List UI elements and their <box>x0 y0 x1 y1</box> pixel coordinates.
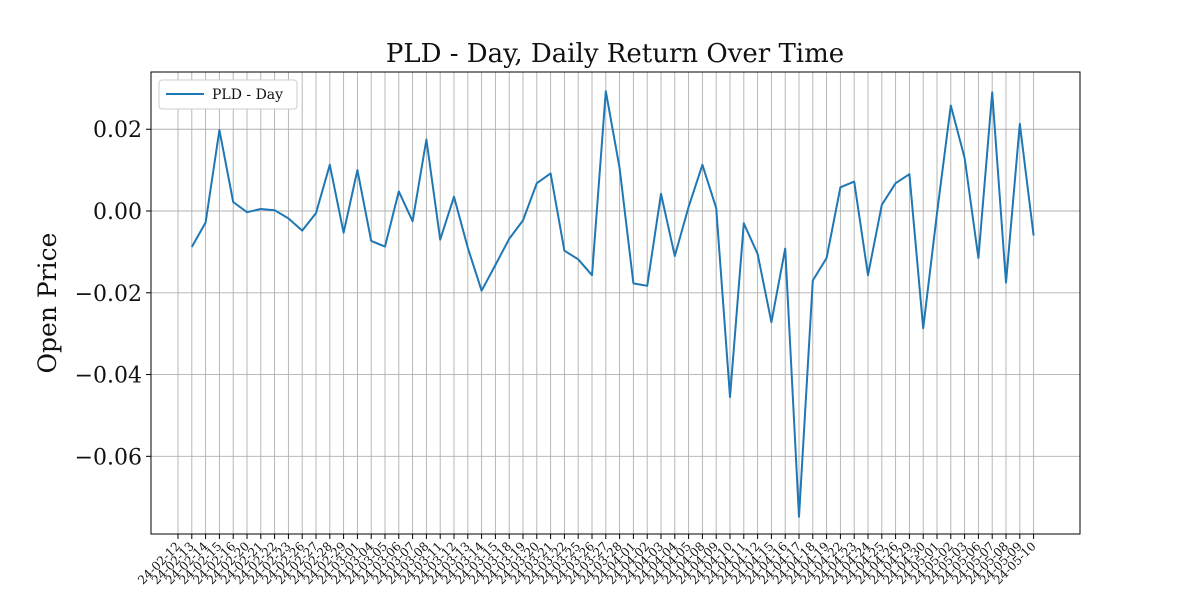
legend-label: PLD - Day <box>212 87 283 103</box>
series-layer <box>190 90 1035 518</box>
y-tick-label: −0.04 <box>75 364 142 389</box>
chart-title: PLD - Day, Daily Return Over Time <box>386 39 844 69</box>
legend-box <box>158 79 298 110</box>
plot-frame <box>150 71 1081 535</box>
y-axis-label: Open Price <box>33 233 62 374</box>
grid <box>151 72 1080 534</box>
y-tick-label: −0.06 <box>75 445 142 470</box>
y-tick-label: 0.02 <box>93 118 142 143</box>
axis-ticks: 24-02-1224-02-1324-02-1424-02-1524-02-16… <box>75 118 1039 587</box>
y-tick-label: −0.02 <box>75 282 142 307</box>
series-line <box>190 90 1035 518</box>
legend: PLD - Day <box>158 79 298 110</box>
y-tick-label: 0.00 <box>93 200 142 225</box>
